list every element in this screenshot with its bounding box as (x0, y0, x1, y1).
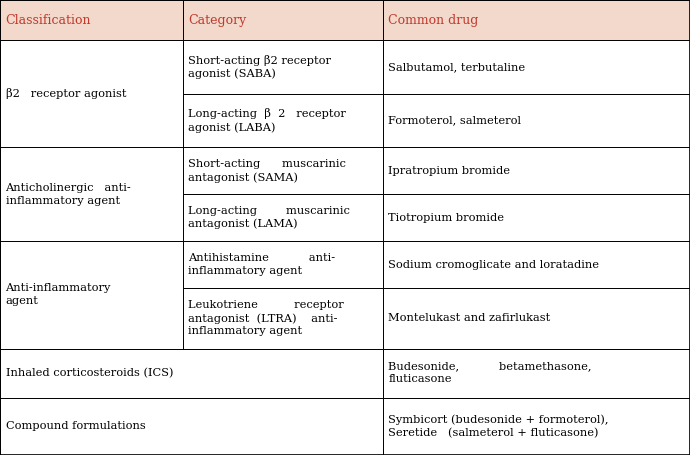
Bar (183, 241, 383, 288)
Bar (383, 147, 690, 194)
Bar (383, 349, 690, 398)
Bar (0, 398, 383, 455)
Text: Short-acting β2 receptor
agonist (SABA): Short-acting β2 receptor agonist (SABA) (188, 55, 331, 79)
Text: Common drug: Common drug (388, 14, 479, 26)
Bar (0, 147, 183, 241)
Text: Symbicort (budesonide + formoterol),
Seretide   (salmeterol + fluticasone): Symbicort (budesonide + formoterol), Ser… (388, 415, 609, 438)
Text: Anti-inflammatory
agent: Anti-inflammatory agent (6, 283, 111, 306)
Text: Compound formulations: Compound formulations (6, 421, 146, 431)
Bar (0, 241, 183, 349)
Text: Salbutamol, terbutaline: Salbutamol, terbutaline (388, 62, 526, 72)
Text: Ipratropium bromide: Ipratropium bromide (388, 166, 511, 176)
Bar (383, 398, 690, 455)
Text: Short-acting      muscarinic
antagonist (SAMA): Short-acting muscarinic antagonist (SAMA… (188, 159, 346, 182)
Text: Montelukast and zafirlukast: Montelukast and zafirlukast (388, 313, 551, 323)
Text: Long-acting  β  2   receptor
agonist (LABA): Long-acting β 2 receptor agonist (LABA) (188, 108, 346, 133)
Text: Sodium cromoglicate and loratadine: Sodium cromoglicate and loratadine (388, 260, 600, 269)
Bar (383, 288, 690, 349)
Bar (0, 0, 183, 40)
Bar (0, 40, 183, 147)
Bar (383, 241, 690, 288)
Text: Antihistamine           anti-
inflammatory agent: Antihistamine anti- inflammatory agent (188, 253, 335, 276)
Text: Anticholinergic   anti-
inflammatory agent: Anticholinergic anti- inflammatory agent (6, 183, 131, 206)
Bar (383, 94, 690, 147)
Bar (183, 94, 383, 147)
Bar (383, 40, 690, 94)
Bar (383, 0, 690, 40)
Text: β2   receptor agonist: β2 receptor agonist (6, 88, 126, 99)
Text: Category: Category (188, 14, 246, 26)
Text: Inhaled corticosteroids (ICS): Inhaled corticosteroids (ICS) (6, 368, 173, 378)
Bar (383, 194, 690, 241)
Bar (183, 194, 383, 241)
Bar (183, 147, 383, 194)
Bar (0, 349, 383, 398)
Text: Classification: Classification (6, 14, 91, 26)
Text: Budesonide,           betamethasone,
fluticasone: Budesonide, betamethasone, fluticasone (388, 362, 592, 384)
Text: Formoterol, salmeterol: Formoterol, salmeterol (388, 116, 522, 126)
Bar (183, 0, 383, 40)
Text: Long-acting        muscarinic
antagonist (LAMA): Long-acting muscarinic antagonist (LAMA) (188, 206, 351, 229)
Bar (183, 288, 383, 349)
Bar (183, 40, 383, 94)
Text: Tiotropium bromide: Tiotropium bromide (388, 213, 504, 222)
Text: Leukotriene          receptor
antagonist  (LTRA)    anti-
inflammatory agent: Leukotriene receptor antagonist (LTRA) a… (188, 300, 344, 336)
